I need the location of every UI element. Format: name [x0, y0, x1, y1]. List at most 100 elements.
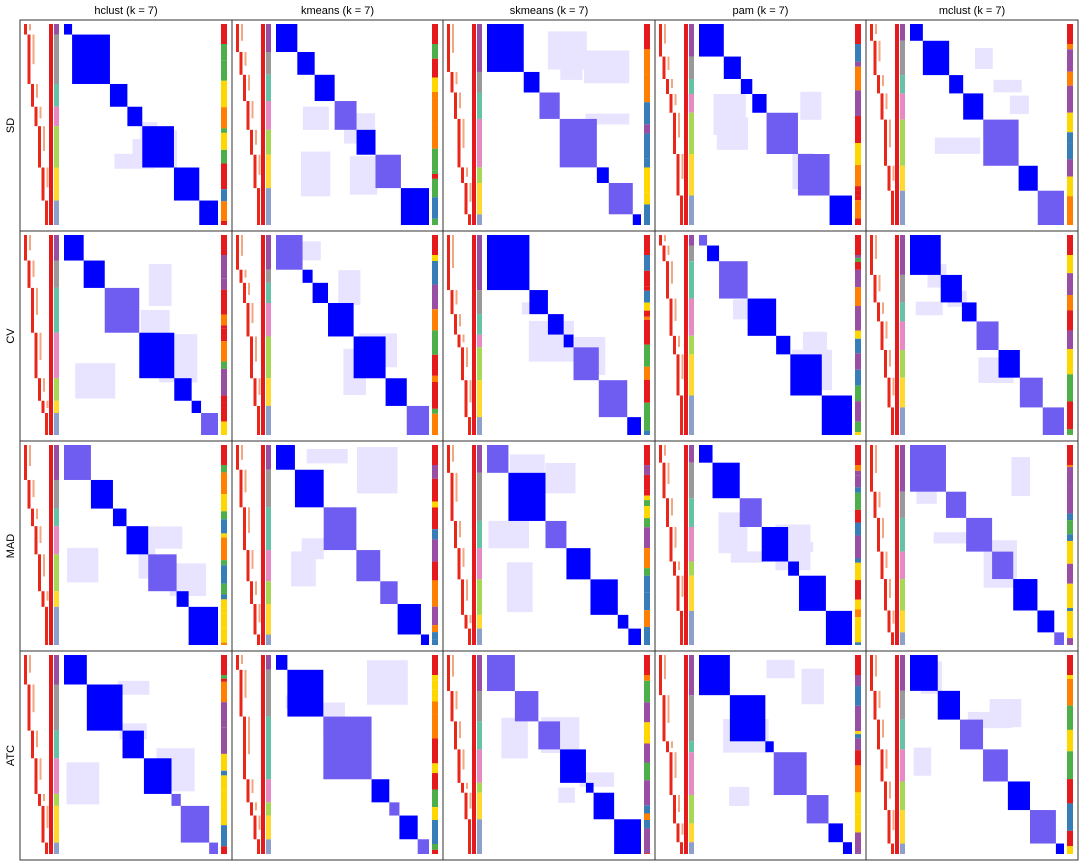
- annotation-red: [880, 321, 884, 350]
- annotation-red: [662, 695, 666, 742]
- annotation-class: [477, 71, 482, 93]
- annotation-right-top: [432, 655, 438, 675]
- annotation-class: [54, 106, 59, 127]
- heatmap-block: [1019, 377, 1043, 408]
- annotation-right: [221, 80, 227, 108]
- heatmap-block: [983, 119, 1019, 166]
- annotation-class: [900, 491, 905, 518]
- panel: [19, 440, 233, 652]
- annotation-red: [880, 93, 884, 120]
- heatmap-block: [420, 634, 429, 645]
- annotation-right: [221, 753, 227, 771]
- annotation-right: [644, 805, 650, 814]
- annotation-pink: [32, 479, 35, 498]
- annotation-pink: [43, 378, 45, 392]
- heatmap-block: [380, 581, 398, 604]
- annotation-red: [680, 395, 683, 435]
- annotation-right: [855, 558, 861, 563]
- annotation-right: [1067, 49, 1073, 72]
- annotation-red: [239, 469, 243, 508]
- annotation-pink: [459, 92, 461, 109]
- heatmap-shade: [349, 156, 378, 195]
- heatmap-block: [191, 400, 202, 413]
- annotation-red: [884, 349, 887, 378]
- annotation-right: [1067, 71, 1073, 86]
- annotation-red: [659, 24, 662, 57]
- heatmap-block: [371, 779, 390, 803]
- annotation-red: [250, 129, 253, 155]
- annotation-pink: [671, 79, 673, 89]
- annotation-right: [855, 792, 861, 815]
- annotation-right: [855, 497, 861, 510]
- heatmap-block: [828, 823, 843, 843]
- annotation-right: [221, 560, 227, 566]
- annotation-pink: [255, 802, 257, 811]
- annotation-class: [266, 634, 271, 645]
- heatmap-block: [945, 491, 967, 518]
- annotation-right: [855, 116, 861, 144]
- annotation-right-top: [432, 235, 438, 255]
- annotation-pink: [29, 24, 31, 31]
- annotation-class: [477, 235, 482, 291]
- annotation-class: [54, 83, 59, 107]
- annotation-right: [855, 470, 861, 476]
- annotation-red: [450, 691, 454, 722]
- heatmap-block: [545, 520, 567, 549]
- heatmap-block: [176, 591, 189, 607]
- annotation-red: [246, 779, 250, 803]
- annotation-right: [855, 686, 861, 706]
- annotation-right: [644, 780, 650, 806]
- annotation-pink: [889, 349, 891, 367]
- annotation-right: [221, 628, 227, 643]
- annotation-class: [477, 749, 482, 783]
- annotation-right: [1067, 729, 1073, 752]
- annotation-right: [1067, 143, 1073, 160]
- annotation-class: [477, 167, 482, 183]
- annotation-class: [477, 472, 482, 521]
- row-label: MAD: [5, 534, 17, 559]
- annotation-pink: [878, 491, 881, 508]
- annotation-class: [900, 302, 905, 322]
- heatmap-block: [1007, 781, 1030, 811]
- annotation-right: [644, 626, 650, 645]
- annotation-pink: [469, 792, 472, 809]
- annotation-class: [477, 24, 482, 72]
- annotation-pink: [885, 551, 888, 569]
- heatmap-block: [806, 795, 829, 824]
- annotation-class: [266, 815, 271, 840]
- heatmap-block: [992, 551, 1014, 580]
- annotation-red: [673, 795, 676, 824]
- annotation-class: [266, 669, 271, 717]
- annotation-pink: [29, 445, 31, 466]
- heatmap-block: [399, 815, 418, 840]
- annotation-red: [877, 302, 880, 322]
- heatmap-shade: [300, 151, 331, 197]
- heatmap-block: [998, 349, 1020, 378]
- annotation-right: [221, 252, 227, 279]
- annotation-pink: [46, 591, 49, 601]
- annotation-right: [644, 489, 650, 496]
- heatmap-shade: [913, 747, 932, 776]
- annotation-pink: [248, 507, 250, 533]
- annotation-right: [644, 344, 650, 367]
- row-label: ATC: [5, 745, 17, 766]
- annotation-right: [221, 314, 227, 326]
- annotation-class: [477, 92, 482, 119]
- annotation-right: [1067, 513, 1073, 521]
- annotation-right: [855, 599, 861, 610]
- heatmap-block: [356, 129, 376, 155]
- annotation-pink: [882, 719, 884, 738]
- annotation-pink: [455, 472, 458, 502]
- annotation-pink: [671, 498, 673, 516]
- annotation-right: [855, 475, 861, 488]
- annotation-right: [432, 738, 438, 764]
- heatmap-shade: [730, 551, 764, 563]
- annotation-bar: [895, 655, 899, 854]
- heatmap-block: [174, 378, 192, 401]
- annotation-class: [54, 200, 59, 225]
- heatmap-block: [417, 839, 429, 854]
- annotation-bar: [49, 655, 53, 854]
- annotation-pink: [248, 716, 250, 755]
- annotation-right: [644, 286, 650, 291]
- annotation-right: [855, 832, 861, 853]
